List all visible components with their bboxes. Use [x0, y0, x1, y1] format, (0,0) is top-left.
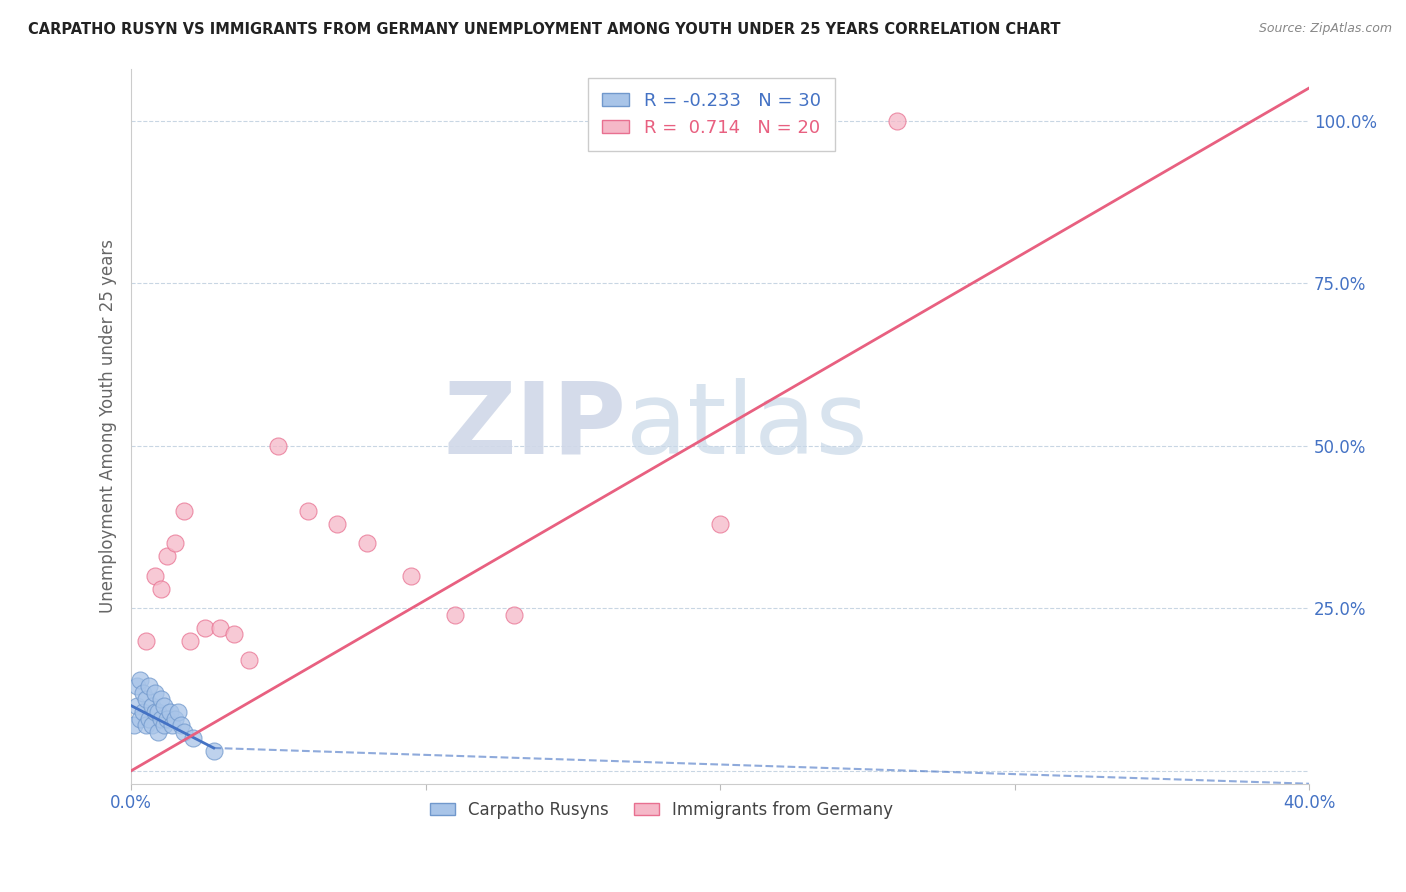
Point	[297, 503, 319, 517]
Text: atlas: atlas	[626, 377, 868, 475]
Point	[129, 673, 152, 687]
Point	[143, 705, 166, 719]
Point	[155, 549, 177, 564]
Point	[138, 679, 160, 693]
Point	[149, 692, 172, 706]
Point	[238, 653, 260, 667]
Point	[267, 439, 290, 453]
Point	[135, 718, 157, 732]
Point	[146, 724, 169, 739]
Point	[135, 692, 157, 706]
Point	[152, 698, 174, 713]
Point	[326, 516, 349, 531]
Point	[444, 607, 467, 622]
Point	[208, 621, 231, 635]
Point	[132, 686, 155, 700]
Point	[149, 582, 172, 596]
Point	[173, 503, 195, 517]
Point	[165, 712, 187, 726]
Point	[886, 113, 908, 128]
Point	[155, 712, 177, 726]
Point	[194, 621, 217, 635]
Point	[141, 718, 163, 732]
Point	[143, 686, 166, 700]
Text: Source: ZipAtlas.com: Source: ZipAtlas.com	[1258, 22, 1392, 36]
Point	[138, 712, 160, 726]
Point	[224, 627, 246, 641]
Legend: Carpatho Rusyns, Immigrants from Germany: Carpatho Rusyns, Immigrants from Germany	[423, 794, 900, 825]
Point	[149, 712, 172, 726]
Y-axis label: Unemployment Among Youth under 25 years: Unemployment Among Youth under 25 years	[100, 239, 117, 613]
Point	[165, 536, 187, 550]
Point	[181, 731, 204, 746]
Text: ZIP: ZIP	[443, 377, 626, 475]
Point	[146, 705, 169, 719]
Point	[127, 698, 149, 713]
Text: CARPATHO RUSYN VS IMMIGRANTS FROM GERMANY UNEMPLOYMENT AMONG YOUTH UNDER 25 YEAR: CARPATHO RUSYN VS IMMIGRANTS FROM GERMAN…	[28, 22, 1060, 37]
Point	[143, 568, 166, 582]
Point	[167, 705, 190, 719]
Point	[159, 705, 181, 719]
Point	[162, 718, 184, 732]
Point	[179, 633, 201, 648]
Point	[122, 718, 145, 732]
Point	[127, 679, 149, 693]
Point	[152, 718, 174, 732]
Point	[202, 744, 225, 758]
Point	[173, 724, 195, 739]
Point	[356, 536, 378, 550]
Point	[135, 633, 157, 648]
Point	[170, 718, 193, 732]
Point	[141, 698, 163, 713]
Point	[709, 516, 731, 531]
Point	[132, 705, 155, 719]
Point	[399, 568, 422, 582]
Point	[129, 712, 152, 726]
Point	[503, 607, 526, 622]
